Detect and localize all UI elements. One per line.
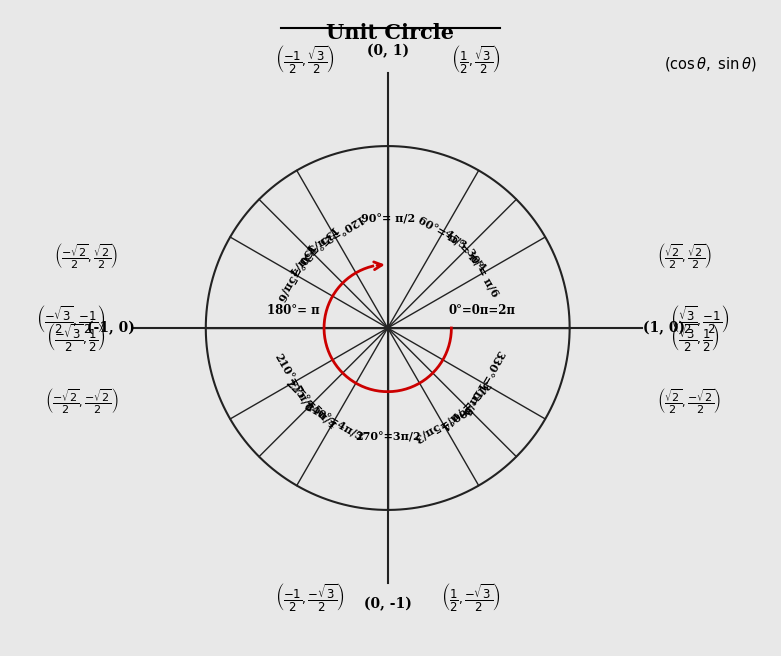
Text: $\left(\dfrac{1}{2},\dfrac{\sqrt{3}}{2}\right)$: $\left(\dfrac{1}{2},\dfrac{\sqrt{3}}{2}\… xyxy=(451,43,501,75)
Text: $\left(\dfrac{\sqrt{2}}{2},\dfrac{-\sqrt{2}}{2}\right)$: $\left(\dfrac{\sqrt{2}}{2},\dfrac{-\sqrt… xyxy=(657,386,722,415)
Text: $\left(\dfrac{-\sqrt{3}}{2},\dfrac{-1}{2}\right)$: $\left(\dfrac{-\sqrt{3}}{2},\dfrac{-1}{2… xyxy=(36,303,105,335)
Text: 240°=4π/3: 240°=4π/3 xyxy=(302,401,365,443)
Text: $\left(\dfrac{\sqrt{2}}{2},\dfrac{\sqrt{2}}{2}\right)$: $\left(\dfrac{\sqrt{2}}{2},\dfrac{\sqrt{… xyxy=(657,241,712,270)
Text: Unit Circle: Unit Circle xyxy=(326,23,455,43)
Text: $\left(\dfrac{-\sqrt{3}}{2},\dfrac{1}{2}\right)$: $\left(\dfrac{-\sqrt{3}}{2},\dfrac{1}{2}… xyxy=(46,321,105,353)
Text: $\left(\dfrac{-\sqrt{2}}{2},\dfrac{-\sqrt{2}}{2}\right)$: $\left(\dfrac{-\sqrt{2}}{2},\dfrac{-\sqr… xyxy=(45,386,119,415)
Text: $\left(\dfrac{-\sqrt{2}}{2},\dfrac{\sqrt{2}}{2}\right)$: $\left(\dfrac{-\sqrt{2}}{2},\dfrac{\sqrt… xyxy=(54,241,119,270)
Text: 315°=7π/4: 315°=7π/4 xyxy=(437,378,492,432)
Text: (1, 0): (1, 0) xyxy=(644,321,685,335)
Text: (0, 1): (0, 1) xyxy=(366,45,408,58)
Text: $\left(\dfrac{-1}{2},\dfrac{-\sqrt{3}}{2}\right)$: $\left(\dfrac{-1}{2},\dfrac{-\sqrt{3}}{2… xyxy=(275,581,344,613)
Text: $\left(\dfrac{1}{2},\dfrac{-\sqrt{3}}{2}\right)$: $\left(\dfrac{1}{2},\dfrac{-\sqrt{3}}{2}… xyxy=(440,581,501,613)
Text: 270°=3π/2: 270°=3π/2 xyxy=(355,432,420,443)
Text: (-1, 0): (-1, 0) xyxy=(87,321,135,335)
Text: 210°=7π/6: 210°=7π/6 xyxy=(272,352,314,414)
Text: 90°= π/2: 90°= π/2 xyxy=(361,213,415,224)
Text: 300°=5π/3: 300°=5π/3 xyxy=(411,401,473,443)
Text: $\left(\dfrac{-1}{2},\dfrac{\sqrt{3}}{2}\right)$: $\left(\dfrac{-1}{2},\dfrac{\sqrt{3}}{2}… xyxy=(275,43,334,75)
Text: 120°=2π/3: 120°=2π/3 xyxy=(302,213,364,255)
Text: 135°=3π/4: 135°=3π/4 xyxy=(284,224,337,278)
Text: 60°= π/3: 60°= π/3 xyxy=(416,215,469,252)
Text: $\left(\dfrac{\sqrt{3}}{2},\dfrac{-1}{2}\right)$: $\left(\dfrac{\sqrt{3}}{2},\dfrac{-1}{2}… xyxy=(669,303,729,335)
Text: $\left(\dfrac{\sqrt{3}}{2},\dfrac{1}{2}\right)$: $\left(\dfrac{\sqrt{3}}{2},\dfrac{1}{2}\… xyxy=(669,321,719,353)
Text: 45°= π/4: 45°= π/4 xyxy=(442,228,488,274)
Text: 150°=5π/6: 150°=5π/6 xyxy=(272,242,315,304)
Text: 180°= π: 180°= π xyxy=(267,304,319,317)
Text: (0, -1): (0, -1) xyxy=(364,598,412,611)
Text: 330°=11π/6: 330°=11π/6 xyxy=(459,348,505,417)
Text: $(\cos\theta,\ \sin\theta)$: $(\cos\theta,\ \sin\theta)$ xyxy=(665,55,757,73)
Text: 30°= π/6: 30°= π/6 xyxy=(464,247,501,300)
Text: 225°=5π/4: 225°=5π/4 xyxy=(284,378,337,432)
Text: 0°=0π=2π: 0°=0π=2π xyxy=(449,304,515,317)
